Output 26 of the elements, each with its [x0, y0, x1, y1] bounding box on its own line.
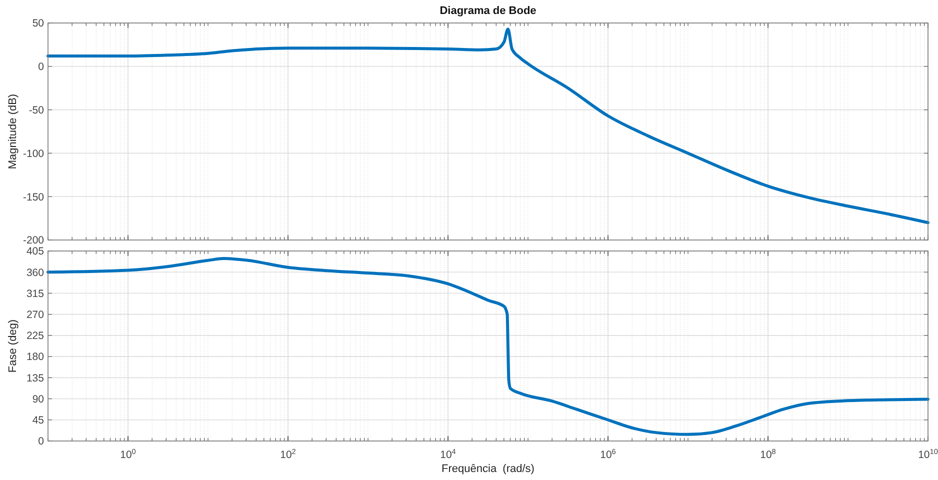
y-tick-label: 0 [38, 436, 44, 448]
y-tick-label: -50 [28, 104, 44, 116]
y-tick-label: -150 [22, 191, 44, 204]
y-tick-label: 270 [26, 309, 44, 322]
y-tick-label: 135 [26, 372, 44, 384]
x-tick-label: 10$^{2}$ [280, 446, 296, 461]
x-tick-label: 10$^{8}$ [760, 446, 776, 461]
x-axis-title: Frequência (rad/s) [442, 463, 534, 475]
chart-title: Diagrama de Bode [440, 5, 536, 17]
y-tick-label: 315 [26, 288, 44, 300]
x-tick-label: 10$^{0}$ [120, 446, 136, 461]
y-tick-label: -100 [22, 148, 44, 160]
y-tick-label: 0 [38, 61, 44, 74]
y-tick-label: 50 [32, 18, 44, 30]
x-tick-label: 10$^{6}$ [600, 446, 616, 461]
x-tick-label: 10$^{4}$ [440, 446, 456, 461]
y-axis-title: Fase (deg) [7, 319, 19, 373]
x-tick-label: 10$^{10}$ [918, 446, 938, 461]
y-tick-label: 405 [26, 246, 44, 258]
y-tick-label: 180 [26, 351, 44, 364]
y-axis-title: Magnitude (dB) [7, 94, 19, 170]
y-tick-label: 45 [32, 414, 44, 427]
y-tick-label: 360 [26, 266, 44, 279]
y-tick-label: 225 [26, 330, 44, 342]
y-tick-label: -200 [22, 234, 44, 247]
y-tick-label: 90 [32, 393, 44, 406]
